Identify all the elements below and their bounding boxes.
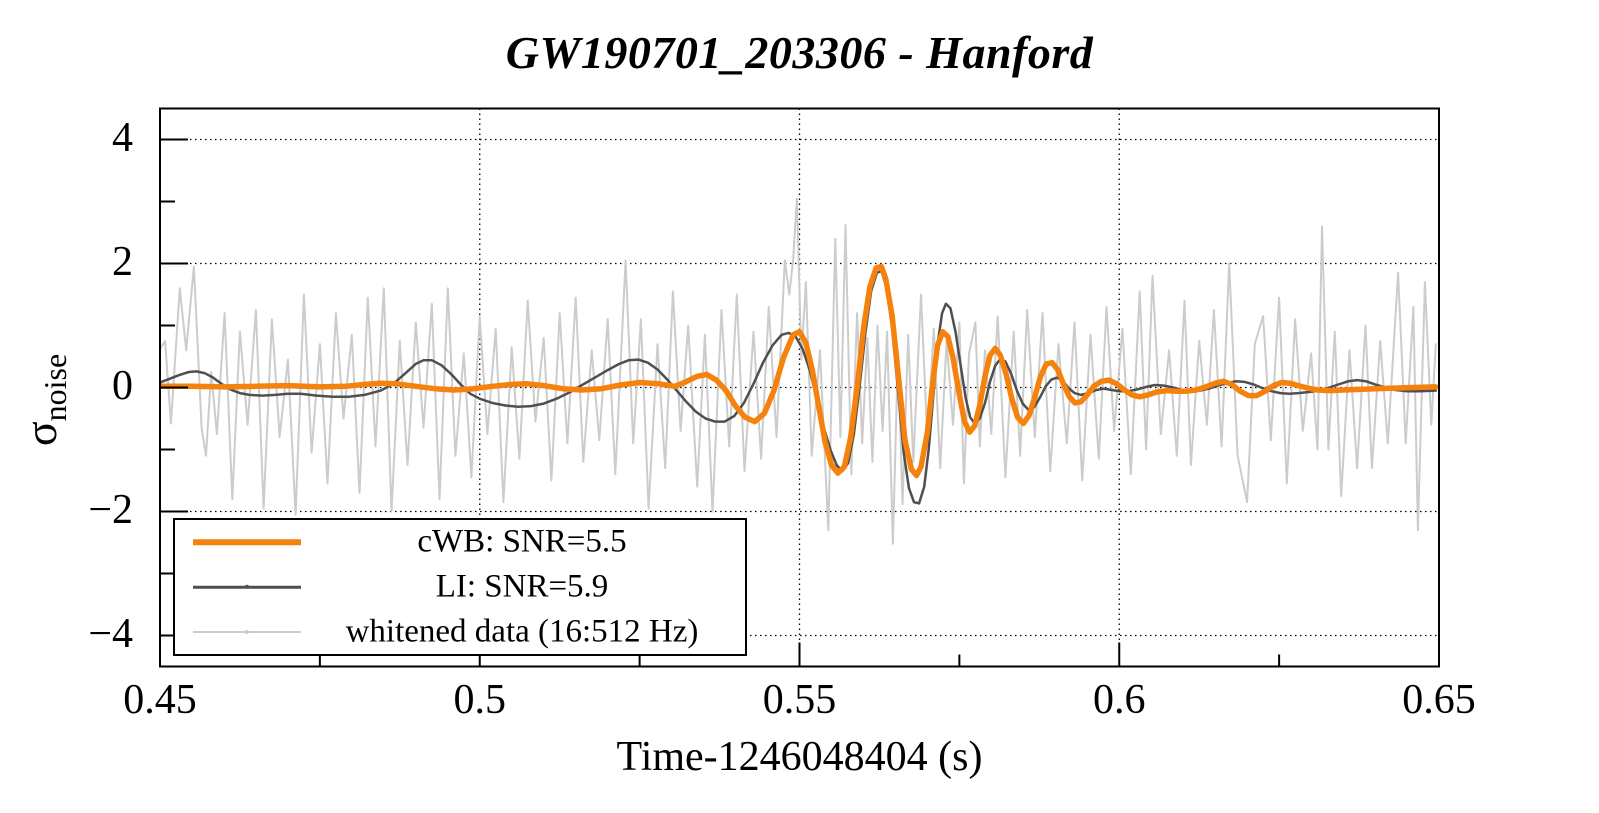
- x-axis-label: Time-1246048404 (s): [616, 734, 983, 780]
- legend-item-label: LI: SNR=5.9: [435, 568, 609, 605]
- legend-item: whitened data (16:512 Hz): [175, 609, 745, 654]
- legend-marker-dot: [245, 540, 249, 545]
- cwb-reconstruction-line: [160, 263, 1439, 479]
- x-tick-label: 0.6: [1093, 677, 1146, 723]
- y-tick-label: −2: [88, 486, 133, 533]
- x-tick-label: 0.65: [1402, 677, 1476, 723]
- legend-item: cWB: SNR=5.5: [175, 520, 745, 565]
- y-tick-label: −4: [88, 610, 133, 657]
- y-tick-label: 2: [112, 238, 133, 285]
- whitened-data-line: [160, 197, 1437, 545]
- y-tick-label: 0: [112, 362, 133, 409]
- legend-marker-dot: [245, 585, 249, 589]
- legend-marker-dot: [245, 629, 249, 634]
- legend-line-sample: [193, 629, 301, 634]
- x-tick-label: 0.45: [123, 677, 197, 723]
- legend-item-label: whitened data (16:512 Hz): [345, 613, 699, 650]
- chart-title: GW190701_203306 - Hanford: [505, 27, 1094, 78]
- x-tick-label: 0.55: [762, 677, 837, 723]
- legend-line-sample: [193, 539, 301, 546]
- sigma-symbol: σ: [14, 421, 66, 447]
- x-tick-label: 0.5: [453, 677, 507, 723]
- y-tick-label: 4: [112, 114, 133, 161]
- legend: cWB: SNR=5.5 LI: SNR=5.9 whitened data (16…: [173, 518, 747, 656]
- legend-line-sample: [193, 585, 301, 589]
- legend-item: LI: SNR=5.9: [175, 565, 745, 610]
- legend-item-label: cWB: SNR=5.5: [417, 523, 627, 560]
